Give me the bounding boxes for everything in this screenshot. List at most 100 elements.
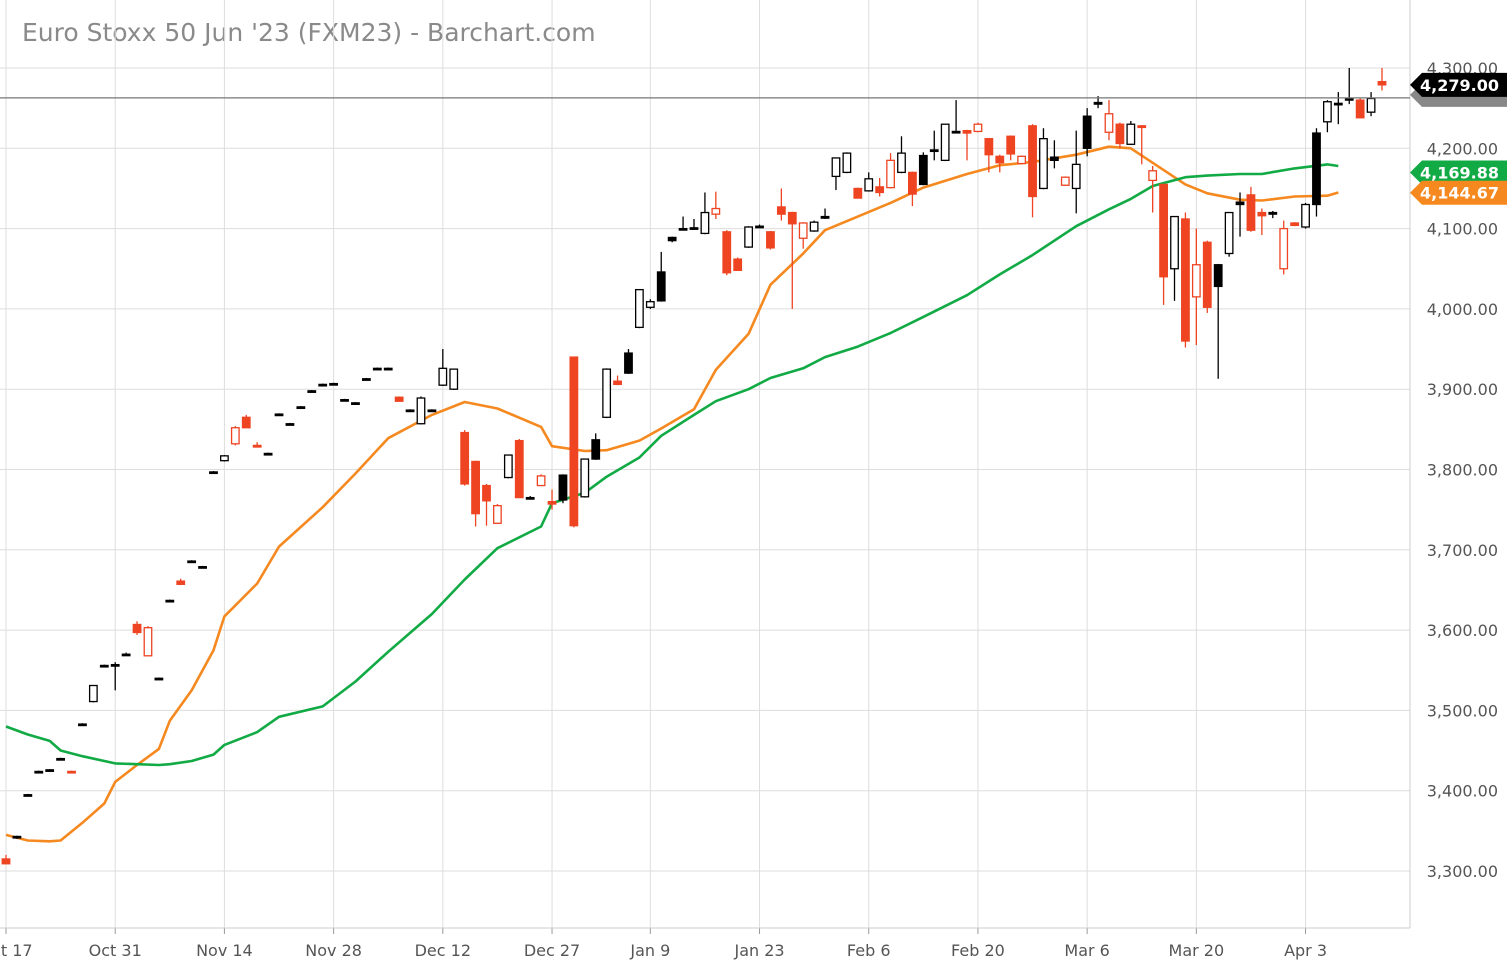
y-tick-label: 3,600.00 (1427, 621, 1498, 640)
candle-body (1039, 138, 1048, 190)
moving-averages (5, 145, 1339, 843)
candle-body (1224, 211, 1234, 255)
candle-body (918, 154, 928, 186)
candle-body (110, 663, 120, 667)
candle (88, 684, 98, 703)
candle (547, 489, 557, 510)
grid (0, 0, 1410, 928)
candle-body (99, 664, 109, 668)
x-tick-label: Feb 20 (951, 941, 1005, 960)
candle-body (1, 858, 11, 865)
candle-body (1312, 132, 1321, 206)
candle (951, 100, 961, 134)
candle-body (252, 444, 262, 448)
candle (995, 154, 1005, 173)
candle-body (667, 236, 677, 242)
candle-body (1170, 215, 1179, 270)
candle-body (45, 769, 55, 772)
candle-body (951, 130, 961, 134)
candle-body (1191, 264, 1201, 298)
candle (667, 236, 677, 243)
candle-body (1246, 194, 1256, 231)
candle-body (1093, 101, 1103, 105)
candle (580, 458, 590, 498)
candle (1, 854, 11, 865)
candle-body (1126, 123, 1136, 145)
candle (1104, 100, 1114, 141)
candle (154, 677, 164, 681)
candle (121, 652, 131, 657)
candle (809, 220, 819, 232)
candle-body (78, 723, 87, 727)
candle (831, 157, 841, 191)
candle (372, 367, 382, 371)
candle (766, 231, 775, 250)
price-tags: 4,279.00 4,169.88 4,144.67 (0, 72, 1507, 205)
sma-long-tag: 4,169.88 (1410, 160, 1507, 185)
candle-body (361, 378, 371, 381)
candle-body (514, 439, 524, 499)
candle (1246, 186, 1256, 232)
candle (1366, 92, 1376, 117)
candle (252, 442, 262, 448)
candle (1202, 240, 1212, 313)
candle-body (591, 439, 601, 460)
candle-body (962, 129, 972, 134)
candle (1126, 120, 1136, 146)
x-tick-label: Nov 14 (196, 941, 253, 960)
candle (733, 257, 743, 272)
y-tick-label: 4,200.00 (1427, 139, 1498, 158)
candle (209, 471, 218, 475)
x-tick-label: Dec 12 (415, 941, 471, 960)
candle-body (940, 123, 950, 161)
candle-body (1366, 97, 1376, 113)
candle (645, 299, 655, 309)
candle (787, 211, 797, 309)
x-tick-label: Feb 6 (847, 941, 891, 960)
candle (1191, 228, 1201, 346)
candle (755, 224, 764, 229)
candle-body (645, 301, 655, 308)
candle (1377, 68, 1387, 91)
candle (602, 368, 612, 419)
candle (700, 192, 710, 235)
candle-body (263, 452, 273, 456)
candle (471, 460, 480, 527)
candle (591, 433, 601, 460)
candle (1290, 222, 1300, 227)
candle-body (536, 475, 546, 487)
x-tick-label: Dec 27 (524, 941, 580, 960)
candle (689, 218, 699, 230)
candle (78, 723, 87, 727)
candle-body (449, 368, 459, 390)
candle-body (351, 402, 360, 406)
candle (427, 409, 437, 413)
candle (1028, 124, 1037, 218)
candle-body (656, 271, 666, 302)
sma-long-tag-label: 4,169.88 (1420, 163, 1499, 182)
candle (962, 129, 972, 161)
last-price-tag-label: 4,279.00 (1420, 76, 1499, 95)
candle (940, 123, 950, 162)
candle (176, 578, 186, 586)
candle (918, 152, 928, 186)
candle-body (1006, 135, 1016, 155)
candle-body (820, 215, 830, 219)
candle (493, 504, 502, 525)
candle (624, 349, 633, 374)
candle (132, 621, 142, 635)
candle-body (372, 367, 382, 371)
candle-body (154, 677, 164, 681)
candle (678, 216, 688, 231)
candle (1344, 68, 1354, 105)
sma-short-line (5, 145, 1339, 843)
candle (187, 560, 197, 564)
candle-body (547, 500, 557, 505)
candle (613, 375, 622, 386)
candle-body (132, 623, 142, 634)
candle (1257, 208, 1267, 236)
x-tick-label: Nov 28 (305, 941, 362, 960)
candle-body (176, 580, 186, 585)
candle-body (1213, 264, 1223, 288)
candle-body (143, 627, 153, 657)
